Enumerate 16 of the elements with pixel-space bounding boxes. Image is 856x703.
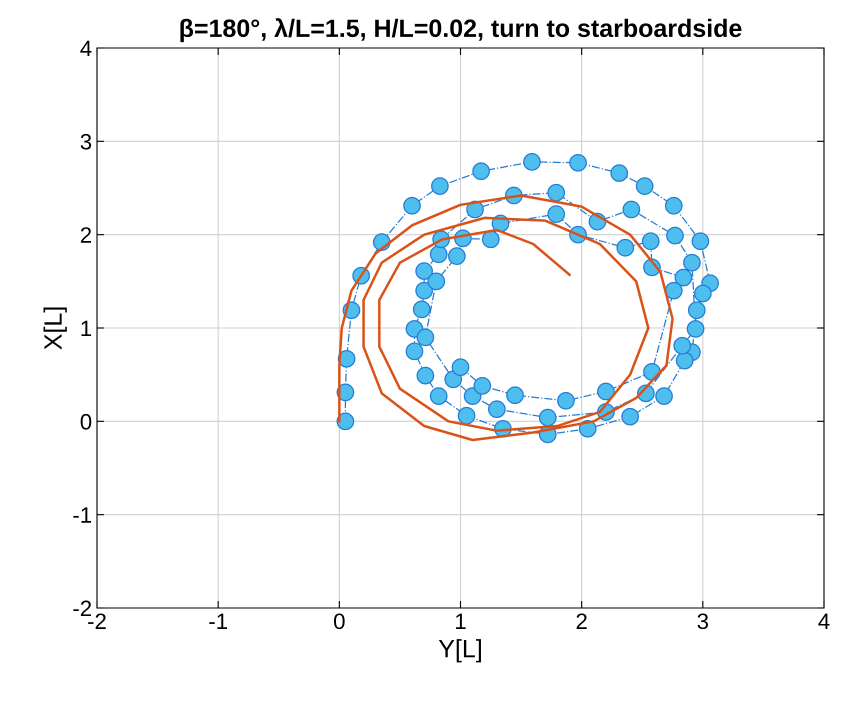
- y-tick-label: 2: [80, 227, 92, 243]
- y-tick-label: 4: [80, 40, 92, 56]
- x-tick-label: 3: [698, 613, 708, 630]
- y-tick-label: -1: [73, 507, 92, 523]
- y-axis-title: X[L]: [44, 308, 67, 350]
- y-tick-label: 3: [80, 134, 92, 150]
- x-tick-label: -1: [209, 614, 227, 629]
- x-tick-label: 0: [334, 613, 345, 630]
- y-tick-label: 0: [80, 414, 92, 430]
- x-tick-label: 1: [456, 614, 466, 629]
- x-tick-label: 4: [818, 614, 830, 629]
- x-tick-label: 2: [576, 613, 587, 629]
- x-axis-title: Y[L]: [438, 639, 481, 662]
- y-tick-label: 1: [81, 320, 92, 336]
- chart-title: β=180°, λ/L=1.5, H/L=0.02, turn to starboardside: [180, 18, 742, 42]
- y-tick-label: -2: [73, 600, 92, 616]
